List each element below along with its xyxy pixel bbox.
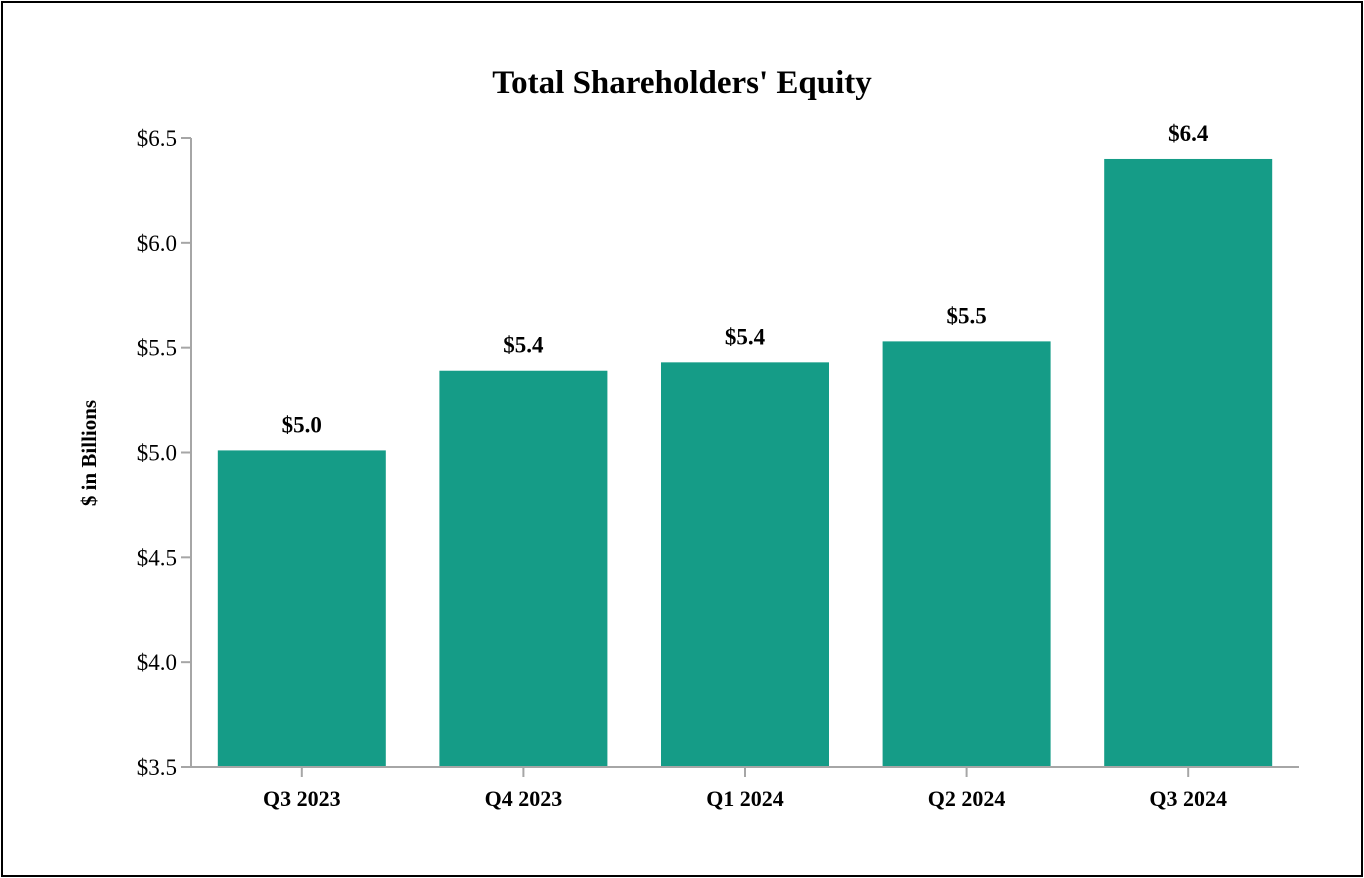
y-tick-label: $5.0 [137,441,177,466]
bar [661,362,829,767]
x-tick-label: Q3 2023 [263,786,341,811]
y-tick-label: $6.5 [137,126,177,151]
y-tick-label: $4.5 [137,545,177,570]
bar [1104,158,1273,767]
data-label: $6.4 [1168,121,1209,146]
y-tick-label: $6.0 [137,231,177,256]
x-tick-label: Q3 2024 [1149,786,1227,811]
bar [439,370,608,767]
data-label: $5.4 [725,324,766,349]
bar [217,450,386,767]
y-axis-label: $ in Billions [77,400,101,506]
chart-title: Total Shareholders' Equity [492,65,872,101]
x-tick-label: Q2 2024 [928,786,1006,811]
data-label: $5.5 [946,303,986,328]
x-tick-label: Q1 2024 [706,786,784,811]
y-tick-label: $3.5 [137,755,177,780]
bar [882,341,1051,767]
y-tick-label: $5.5 [137,336,177,361]
x-tick-label: Q4 2023 [485,786,563,811]
data-label: $5.4 [503,333,544,358]
data-label: $5.0 [282,412,322,437]
y-tick-label: $4.0 [137,650,177,675]
